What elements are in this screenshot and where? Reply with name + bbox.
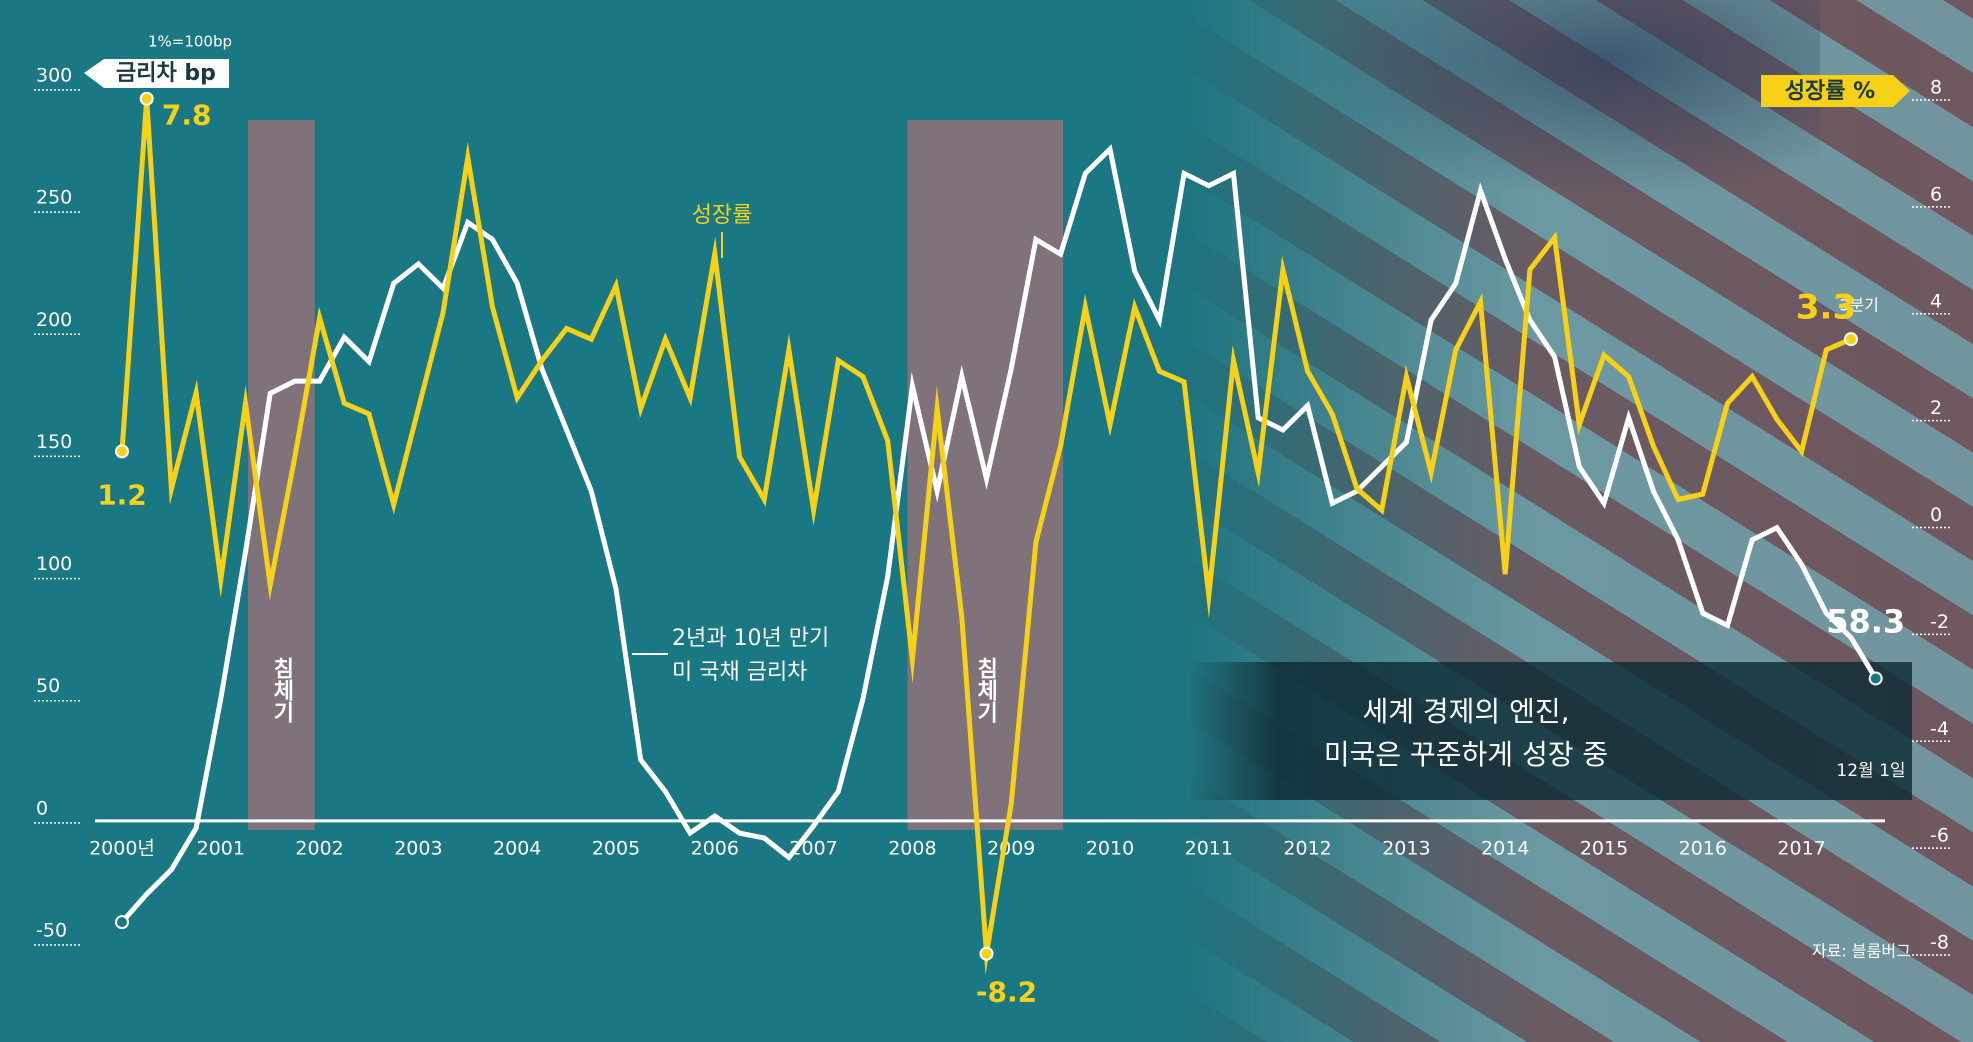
point-label: 1.2: [97, 478, 147, 511]
quarter-label: 3분기: [1839, 296, 1879, 315]
x-tick-label: 2013: [1382, 837, 1430, 859]
y-tick-label: 200: [36, 309, 72, 331]
x-tick-label: 2001: [197, 837, 245, 859]
y-label-box: [84, 59, 229, 88]
y-tick-label: 50: [36, 675, 60, 697]
y2-tick-label: 4: [1930, 290, 1942, 312]
unit-note: 1%=100bp: [148, 33, 232, 51]
y-tick-label: 150: [36, 431, 72, 453]
end-marker: [115, 444, 129, 459]
y2-tick-label: 0: [1930, 504, 1942, 526]
y2-tick-label: 2: [1930, 397, 1942, 419]
x-tick-label: 2003: [394, 837, 442, 859]
point-label: 3.3: [1796, 288, 1856, 328]
y-tick-label: 100: [36, 553, 72, 575]
y-axis-label: 금리차 bp: [116, 61, 216, 86]
x-tick-label: 2009: [987, 837, 1035, 859]
y2-tick-label: 8: [1930, 77, 1942, 99]
y2-tick-label: -8: [1930, 932, 1949, 954]
x-tick-label: 2011: [1185, 837, 1233, 859]
point-label: -8.2: [976, 976, 1037, 1009]
recession-label: 침체기: [269, 657, 294, 723]
end-marker: [1868, 671, 1883, 686]
y2-tick-label: 6: [1930, 183, 1942, 205]
point-label: 7.8: [162, 99, 212, 132]
y-tick-label: 250: [36, 187, 72, 209]
y2-axis-label: 성장률 %: [1785, 79, 1875, 104]
x-tick-label: 2004: [493, 837, 541, 859]
x-tick-label: 2017: [1777, 837, 1825, 859]
y-tick-label: -50: [36, 920, 67, 942]
x-tick-label: 2008: [888, 837, 936, 859]
y2-tick-label: -6: [1930, 825, 1949, 847]
y-tick-label: 0: [36, 797, 48, 819]
y2-label-box: [1761, 75, 1910, 107]
series-label: 미 국채 금리차: [672, 660, 807, 685]
end-marker: [979, 946, 994, 961]
x-tick-label: 2005: [592, 837, 640, 859]
x-tick-label: 2010: [1086, 837, 1134, 859]
source: 자료: 블룸버그: [1812, 942, 1911, 961]
x-tick-label: 2012: [1283, 837, 1331, 859]
series-label: 성장률: [692, 203, 753, 228]
end-marker: [139, 91, 154, 106]
x-tick-label: 2016: [1679, 837, 1727, 859]
x-tick-label: 2000년: [89, 837, 155, 859]
callout-line: 미국은 꾸준하게 성장 중: [1324, 738, 1608, 771]
end-marker: [115, 915, 129, 930]
date-label: 12월 1일: [1836, 761, 1905, 781]
x-tick-label: 2006: [691, 837, 739, 859]
y2-tick-label: -4: [1930, 718, 1949, 740]
series-label: 2년과 10년 만기: [672, 626, 829, 651]
x-tick-label: 2015: [1580, 837, 1628, 859]
end-marker: [1844, 332, 1858, 347]
flag-canton: [1300, 0, 1820, 200]
recession-label: 침체기: [973, 657, 998, 723]
callout-box: [1189, 662, 1912, 800]
point-label: 58.3: [1826, 602, 1905, 640]
y-tick-label: 300: [36, 65, 72, 87]
y2-tick-label: -2: [1930, 611, 1949, 633]
callout-line: 세계 경제의 엔진,: [1362, 695, 1569, 728]
series-line: [120, 144, 1878, 924]
x-tick-label: 2002: [295, 837, 343, 859]
x-tick-label: 2014: [1481, 837, 1529, 859]
